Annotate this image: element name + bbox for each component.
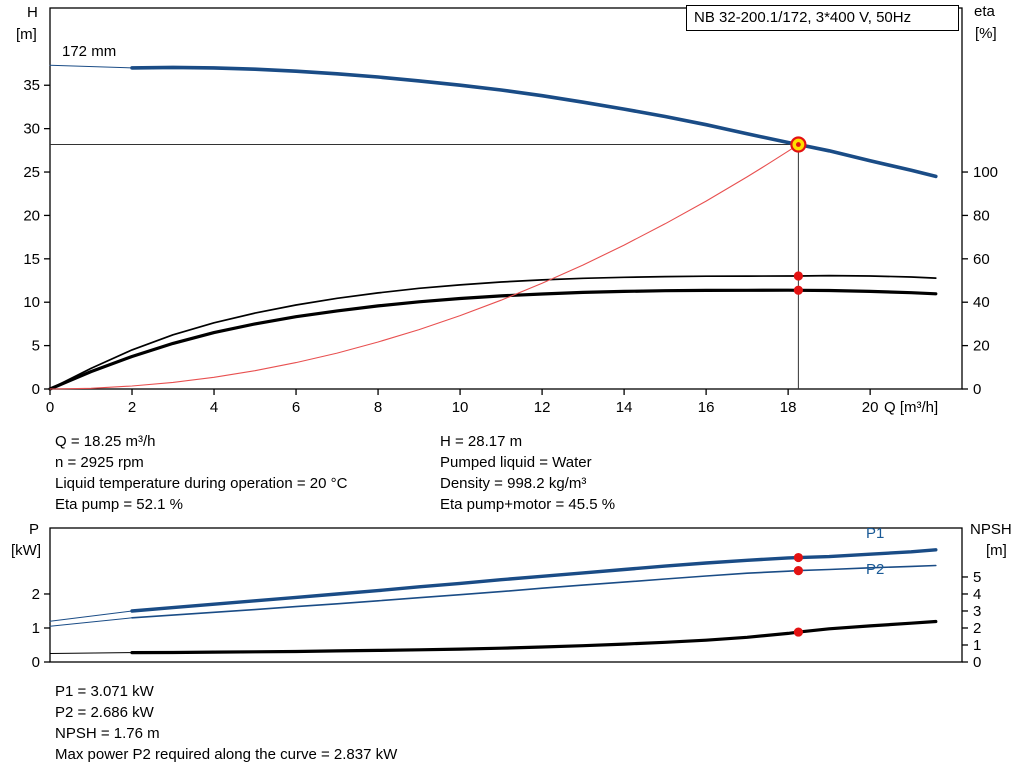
result-line-npsh: NPSH = 1.76 m xyxy=(55,725,160,742)
qh-yleft-ticklabel: 0 xyxy=(32,381,40,398)
result-line-n: n = 2925 rpm xyxy=(55,454,144,471)
qh-x-ticklabel: 0 xyxy=(46,399,54,416)
p2-marker xyxy=(793,566,803,576)
result-line-temp: Liquid temperature during operation = 20… xyxy=(55,475,348,492)
series-p1-curve xyxy=(130,548,938,613)
p1-marker xyxy=(793,552,803,563)
qh-yleft-ticklabel: 35 xyxy=(23,77,40,94)
qh-yleft-ticklabel: 10 xyxy=(23,294,40,311)
qh-x-ticklabel: 18 xyxy=(780,399,797,416)
h-axis-unit: [m] xyxy=(16,26,37,43)
series-npsh-curve xyxy=(130,619,938,655)
pq-yright-ticklabel: 2 xyxy=(973,620,981,637)
p2-curve-label: P2 xyxy=(866,561,885,578)
qh-yright-ticklabel: 40 xyxy=(973,294,990,311)
qh-yleft-ticklabel: 25 xyxy=(23,164,40,181)
qh-yright-ticklabel: 60 xyxy=(973,251,990,268)
series-head-curve-172mm xyxy=(130,65,938,179)
npsh-axis-label: NPSH xyxy=(970,521,1012,538)
qh-yleft-ticklabel: 5 xyxy=(32,338,40,355)
qh-yleft-ticklabel: 15 xyxy=(23,251,40,268)
npsh-axis-unit: [m] xyxy=(986,542,1007,559)
result-line-p2: P2 = 2.686 kW xyxy=(55,704,154,721)
eta-axis-label: eta xyxy=(974,3,995,20)
power-results: P1 = 3.071 kW P2 = 2.686 kW NPSH = 1.76 … xyxy=(55,681,397,765)
series-eta-pump-motor xyxy=(48,288,938,391)
result-line-q: Q = 18.25 m³/h xyxy=(55,433,156,450)
qh-x-ticklabel: 20 xyxy=(862,399,879,416)
series-system-curve xyxy=(49,143,799,390)
eta-pump-motor-marker xyxy=(793,285,803,295)
qh-x-ticklabel: 4 xyxy=(210,399,218,416)
pump-model-box: NB 32-200.1/172, 3*400 V, 50Hz xyxy=(686,5,959,31)
result-line-p1: P1 = 3.071 kW xyxy=(55,683,154,700)
qh-plot-frame xyxy=(49,7,963,390)
pq-yleft-ticklabel: 2 xyxy=(32,586,40,603)
pq-yright-ticklabel: 3 xyxy=(973,603,981,620)
qh-yleft-ticklabel: 30 xyxy=(23,121,40,138)
series-p2-curve xyxy=(131,564,937,619)
qh-yright-ticklabel: 80 xyxy=(973,207,990,224)
npsh-marker xyxy=(793,627,803,637)
duty-results-right: H = 28.17 m Pumped liquid = Water Densit… xyxy=(440,431,615,515)
eta-pump-marker xyxy=(793,271,803,281)
qh-x-ticklabel: 6 xyxy=(292,399,300,416)
series-p2-lead xyxy=(49,617,133,627)
pq-yright-ticklabel: 0 xyxy=(973,654,981,671)
duty-point-center xyxy=(795,142,801,147)
result-line-density: Density = 998.2 kg/m³ xyxy=(440,475,587,492)
result-line-max: Max power P2 required along the curve = … xyxy=(55,746,398,763)
qh-x-ticklabel: 8 xyxy=(374,399,382,416)
series-eta-pump xyxy=(49,274,937,390)
qh-yleft-ticklabel: 20 xyxy=(23,207,40,224)
qh-x-ticklabel: 2 xyxy=(128,399,136,416)
impeller-diameter-label: 172 mm xyxy=(62,43,117,60)
pq-yright-ticklabel: 4 xyxy=(973,586,981,603)
qh-x-ticklabel: 14 xyxy=(616,399,633,416)
duty-results-left: Q = 18.25 m³/h n = 2925 rpm Liquid tempe… xyxy=(55,431,347,515)
qh-x-ticklabel: 12 xyxy=(534,399,551,416)
result-line-eta-tot: Eta pump+motor = 45.5 % xyxy=(440,496,616,513)
p-axis-unit: [kW] xyxy=(11,542,41,559)
series-npsh-lead xyxy=(49,652,133,654)
h-axis-label: H xyxy=(27,4,38,21)
series-p1-lead xyxy=(49,610,133,622)
result-line-eta: Eta pump = 52.1 % xyxy=(55,496,183,513)
qh-x-ticklabel: 16 xyxy=(698,399,715,416)
pq-yright-ticklabel: 5 xyxy=(973,569,981,586)
pq-yleft-ticklabel: 1 xyxy=(32,620,40,637)
pq-yleft-ticklabel: 0 xyxy=(32,654,40,671)
qh-x-ticklabel: 10 xyxy=(452,399,469,416)
pq-plot-frame xyxy=(49,527,963,663)
eta-axis-unit: [%] xyxy=(975,25,997,42)
p1-curve-label: P1 xyxy=(866,525,885,542)
qh-yright-ticklabel: 20 xyxy=(973,338,990,355)
qh-yright-ticklabel: 100 xyxy=(973,164,998,181)
result-line-liquid: Pumped liquid = Water xyxy=(440,454,592,471)
pq-yright-ticklabel: 1 xyxy=(973,637,981,654)
q-axis-label: Q [m³/h] xyxy=(884,399,939,416)
p-axis-label: P xyxy=(29,521,40,538)
qh-yright-ticklabel: 0 xyxy=(973,381,981,398)
result-line-h: H = 28.17 m xyxy=(440,433,523,450)
series-head-curve-lead xyxy=(49,64,133,69)
